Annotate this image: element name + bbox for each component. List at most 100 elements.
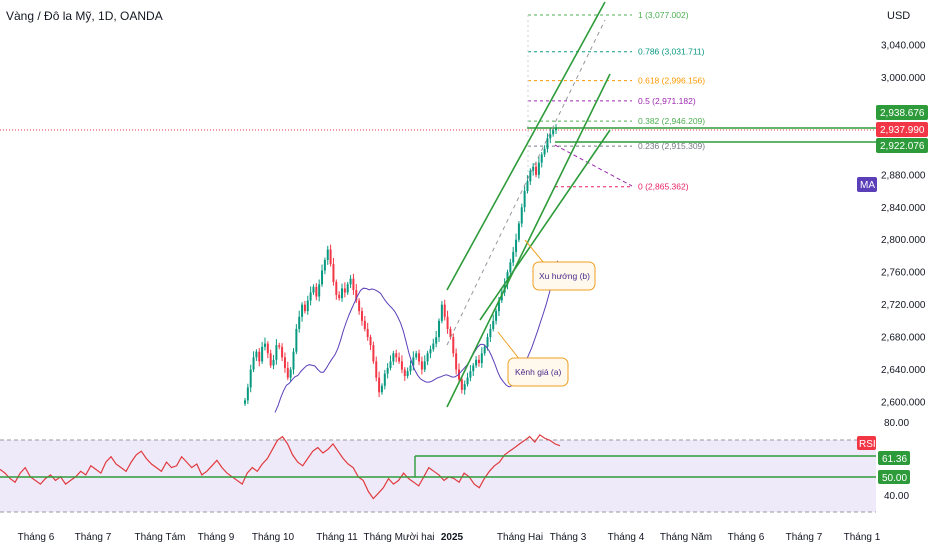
candle-body	[266, 343, 269, 354]
time-axis-label: Tháng 6	[18, 532, 55, 543]
trend-callout-box[interactable]	[532, 261, 596, 291]
candle-body	[363, 320, 366, 329]
ma-tag-bg[interactable]	[857, 177, 877, 192]
currency-label: USD	[887, 10, 911, 22]
candle-body	[349, 278, 352, 285]
time-axis: Tháng 6 Tháng 7 Tháng Tám Tháng 9 Tháng 10 Th…	[18, 532, 881, 543]
candle-body	[426, 353, 429, 362]
candle-body	[332, 264, 335, 282]
fib-level-label: 0.382 (2,946.209)	[638, 116, 705, 126]
candle-body	[400, 361, 403, 370]
candle-body	[343, 288, 346, 293]
candle-body	[486, 337, 489, 347]
candle-body	[360, 311, 363, 321]
ma-line	[274, 260, 558, 413]
candle-body	[392, 353, 395, 362]
fibonacci-levels[interactable]: 1 (3,077.002) 0.786 (3,031.711) 0.618 (2,9…	[527, 10, 705, 192]
candle-body	[321, 270, 324, 285]
candle-body	[346, 284, 349, 293]
candle-body	[549, 134, 552, 139]
candle-body	[263, 343, 266, 347]
time-axis-label: Tháng 7	[786, 532, 823, 543]
trend-channels[interactable]	[446, 1, 876, 408]
rsi-tag-bg[interactable]	[857, 436, 876, 450]
price-tick: 2,720.000	[881, 300, 926, 311]
candle-body	[512, 251, 515, 263]
candle-body	[298, 316, 301, 329]
candle-body	[515, 239, 518, 252]
price-tick: 2,800.000	[881, 235, 926, 246]
candle-body	[517, 223, 520, 240]
price-axis: 3,040.000 3,000.000 2,880.000 2,840.000 2,80…	[881, 41, 926, 409]
candle-body	[341, 288, 344, 299]
candle-body	[378, 377, 381, 393]
candlestick-series	[244, 124, 557, 407]
candle-body	[415, 353, 418, 358]
candle-body	[449, 328, 452, 338]
candle-body	[472, 365, 475, 372]
candle-body	[403, 369, 406, 377]
candle-body	[283, 357, 286, 368]
ma-tag[interactable]: MA	[860, 180, 875, 191]
candle-body	[272, 359, 275, 366]
time-axis-label: Tháng 7	[75, 532, 112, 543]
channel-callout-line	[497, 331, 521, 361]
candle-body	[492, 320, 495, 329]
candle-body	[309, 292, 312, 301]
rsi-level-upper-badge-bg	[878, 451, 910, 465]
candle-body	[546, 138, 549, 149]
candle-body	[466, 377, 469, 385]
candle-body	[312, 286, 315, 293]
candle-body	[435, 337, 438, 344]
candle-body	[469, 371, 472, 378]
candle-body	[366, 328, 369, 338]
price-tick: 3,040.000	[881, 41, 926, 52]
candle-body	[395, 353, 398, 358]
channel-callout-box[interactable]	[507, 357, 569, 387]
candle-body	[506, 272, 509, 285]
candle-body	[292, 351, 295, 370]
time-axis-label: Tháng 10	[252, 532, 295, 543]
candle-body	[269, 353, 272, 366]
candle-body	[326, 249, 329, 261]
rsi-level-upper-badge: 61.36	[882, 454, 907, 465]
fib-level-label: 0 (2,865.362)	[638, 182, 689, 192]
candle-body	[329, 249, 332, 265]
candle-body	[389, 361, 392, 368]
upper-price-badge: 2,938.676	[880, 108, 925, 119]
candle-body	[509, 262, 512, 273]
candle-body	[495, 311, 498, 321]
time-axis-label: Tháng 6	[728, 532, 765, 543]
candle-body	[455, 353, 458, 370]
rsi-tag[interactable]: RSI	[859, 439, 876, 450]
candle-body	[552, 130, 555, 135]
candle-body	[537, 162, 540, 175]
candle-body	[258, 351, 261, 362]
candle-body	[261, 346, 264, 362]
rsi-background-band	[0, 440, 876, 512]
candle-body	[335, 281, 338, 295]
channel-upper-line[interactable]	[446, 1, 606, 291]
current-price-badge-bg	[876, 122, 928, 137]
price-tick: 2,680.000	[881, 333, 926, 344]
candle-body	[352, 278, 355, 291]
candle-body	[406, 371, 409, 377]
candle-body	[529, 170, 532, 182]
price-tick: 2,600.000	[881, 398, 926, 409]
candle-body	[375, 361, 378, 378]
time-axis-label: 2025	[441, 532, 464, 543]
candle-body	[483, 346, 486, 354]
candle-body	[301, 304, 304, 317]
rsi-tick-80: 80.00	[884, 418, 909, 429]
candle-body	[246, 387, 249, 401]
time-axis-label: Tháng 9	[198, 532, 235, 543]
channel-lower-line[interactable]	[446, 73, 611, 408]
candle-body	[429, 349, 432, 354]
trend-lower-line[interactable]	[479, 129, 611, 321]
candle-body	[303, 304, 306, 312]
candle-body	[372, 345, 375, 362]
candle-body	[244, 400, 246, 404]
channel-mid-line	[446, 19, 606, 346]
time-axis-label: Tháng Năm	[660, 532, 712, 543]
